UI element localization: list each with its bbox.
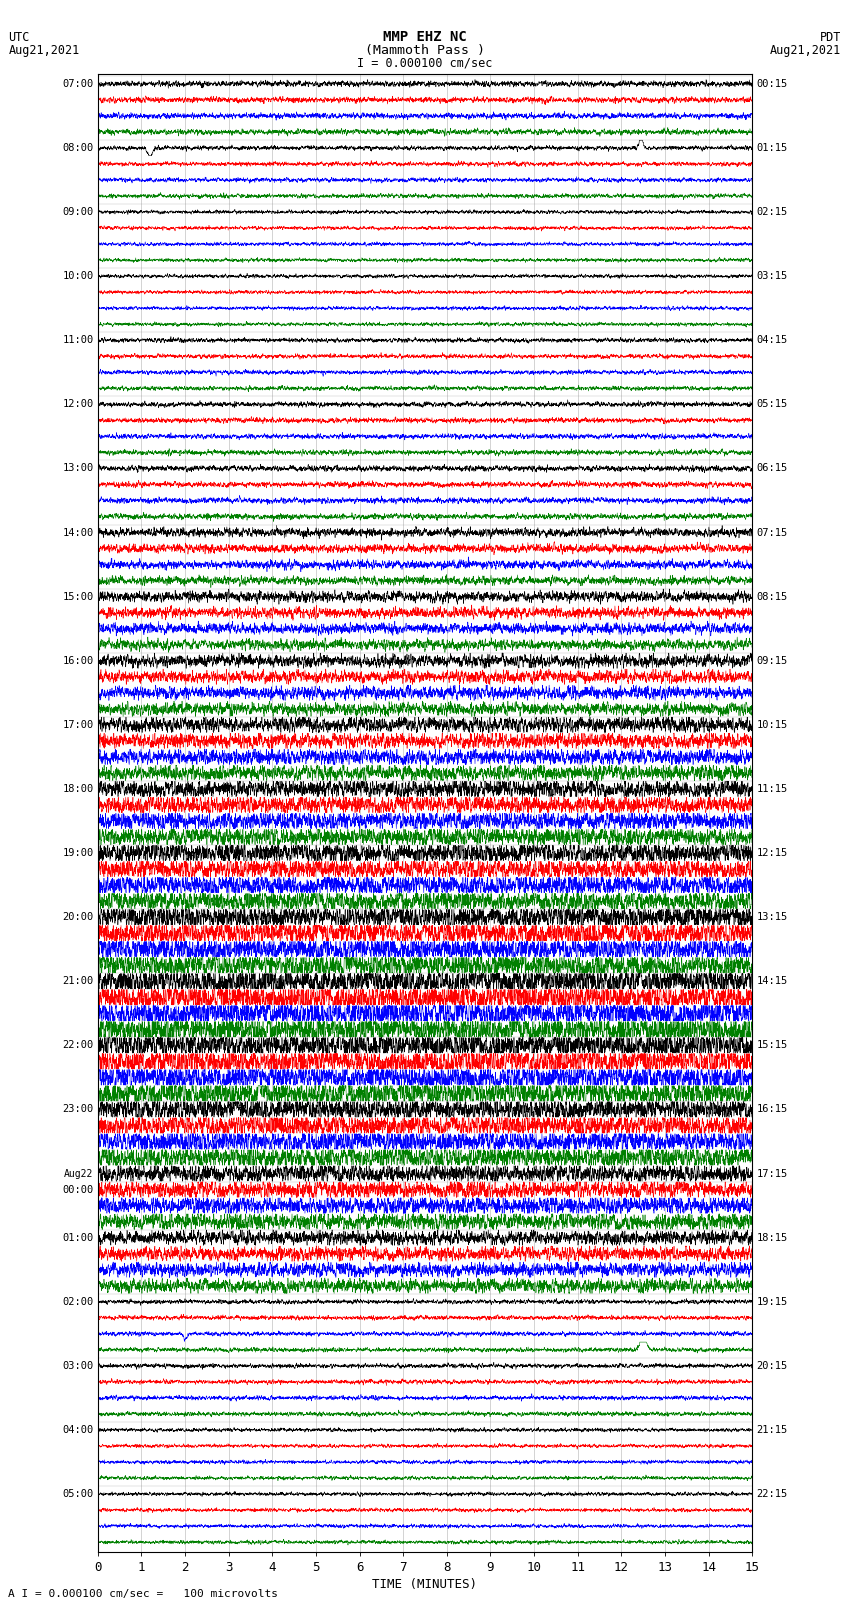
Text: 17:00: 17:00	[62, 719, 94, 729]
Text: 21:15: 21:15	[756, 1424, 788, 1436]
Text: I = 0.000100 cm/sec: I = 0.000100 cm/sec	[357, 56, 493, 69]
Text: 10:00: 10:00	[62, 271, 94, 281]
Text: 16:00: 16:00	[62, 656, 94, 666]
Text: 02:15: 02:15	[756, 206, 788, 218]
Text: 17:15: 17:15	[756, 1168, 788, 1179]
Text: 06:15: 06:15	[756, 463, 788, 473]
Text: 07:00: 07:00	[62, 79, 94, 89]
Text: 07:15: 07:15	[756, 527, 788, 537]
Text: 10:15: 10:15	[756, 719, 788, 729]
Text: (Mammoth Pass ): (Mammoth Pass )	[365, 44, 485, 56]
Text: 03:15: 03:15	[756, 271, 788, 281]
Text: 04:15: 04:15	[756, 336, 788, 345]
Text: MMP EHZ NC: MMP EHZ NC	[383, 31, 467, 44]
Text: 18:00: 18:00	[62, 784, 94, 794]
X-axis label: TIME (MINUTES): TIME (MINUTES)	[372, 1578, 478, 1590]
Text: 15:15: 15:15	[756, 1040, 788, 1050]
Text: 11:15: 11:15	[756, 784, 788, 794]
Text: 13:15: 13:15	[756, 911, 788, 923]
Text: 05:15: 05:15	[756, 400, 788, 410]
Text: 19:00: 19:00	[62, 848, 94, 858]
Text: 14:00: 14:00	[62, 527, 94, 537]
Text: 04:00: 04:00	[62, 1424, 94, 1436]
Text: UTC: UTC	[8, 31, 30, 44]
Text: 15:00: 15:00	[62, 592, 94, 602]
Text: 16:15: 16:15	[756, 1105, 788, 1115]
Text: 21:00: 21:00	[62, 976, 94, 986]
Text: 19:15: 19:15	[756, 1297, 788, 1307]
Text: 20:00: 20:00	[62, 911, 94, 923]
Text: 03:00: 03:00	[62, 1361, 94, 1371]
Text: 13:00: 13:00	[62, 463, 94, 473]
Text: 08:15: 08:15	[756, 592, 788, 602]
Text: 23:00: 23:00	[62, 1105, 94, 1115]
Text: 02:00: 02:00	[62, 1297, 94, 1307]
Text: 22:15: 22:15	[756, 1489, 788, 1498]
Text: 20:15: 20:15	[756, 1361, 788, 1371]
Text: Aug21,2021: Aug21,2021	[770, 44, 842, 56]
Text: PDT: PDT	[820, 31, 842, 44]
Text: 01:15: 01:15	[756, 144, 788, 153]
Text: Aug21,2021: Aug21,2021	[8, 44, 80, 56]
Text: 11:00: 11:00	[62, 336, 94, 345]
Text: 09:00: 09:00	[62, 206, 94, 218]
Text: A I = 0.000100 cm/sec =   100 microvolts: A I = 0.000100 cm/sec = 100 microvolts	[8, 1589, 279, 1598]
Text: 09:15: 09:15	[756, 656, 788, 666]
Text: 00:00: 00:00	[62, 1184, 94, 1195]
Text: 22:00: 22:00	[62, 1040, 94, 1050]
Text: 00:15: 00:15	[756, 79, 788, 89]
Text: 08:00: 08:00	[62, 144, 94, 153]
Text: 12:00: 12:00	[62, 400, 94, 410]
Text: 18:15: 18:15	[756, 1232, 788, 1242]
Text: Aug22: Aug22	[64, 1168, 94, 1179]
Text: 12:15: 12:15	[756, 848, 788, 858]
Text: 01:00: 01:00	[62, 1232, 94, 1242]
Text: 14:15: 14:15	[756, 976, 788, 986]
Text: 05:00: 05:00	[62, 1489, 94, 1498]
